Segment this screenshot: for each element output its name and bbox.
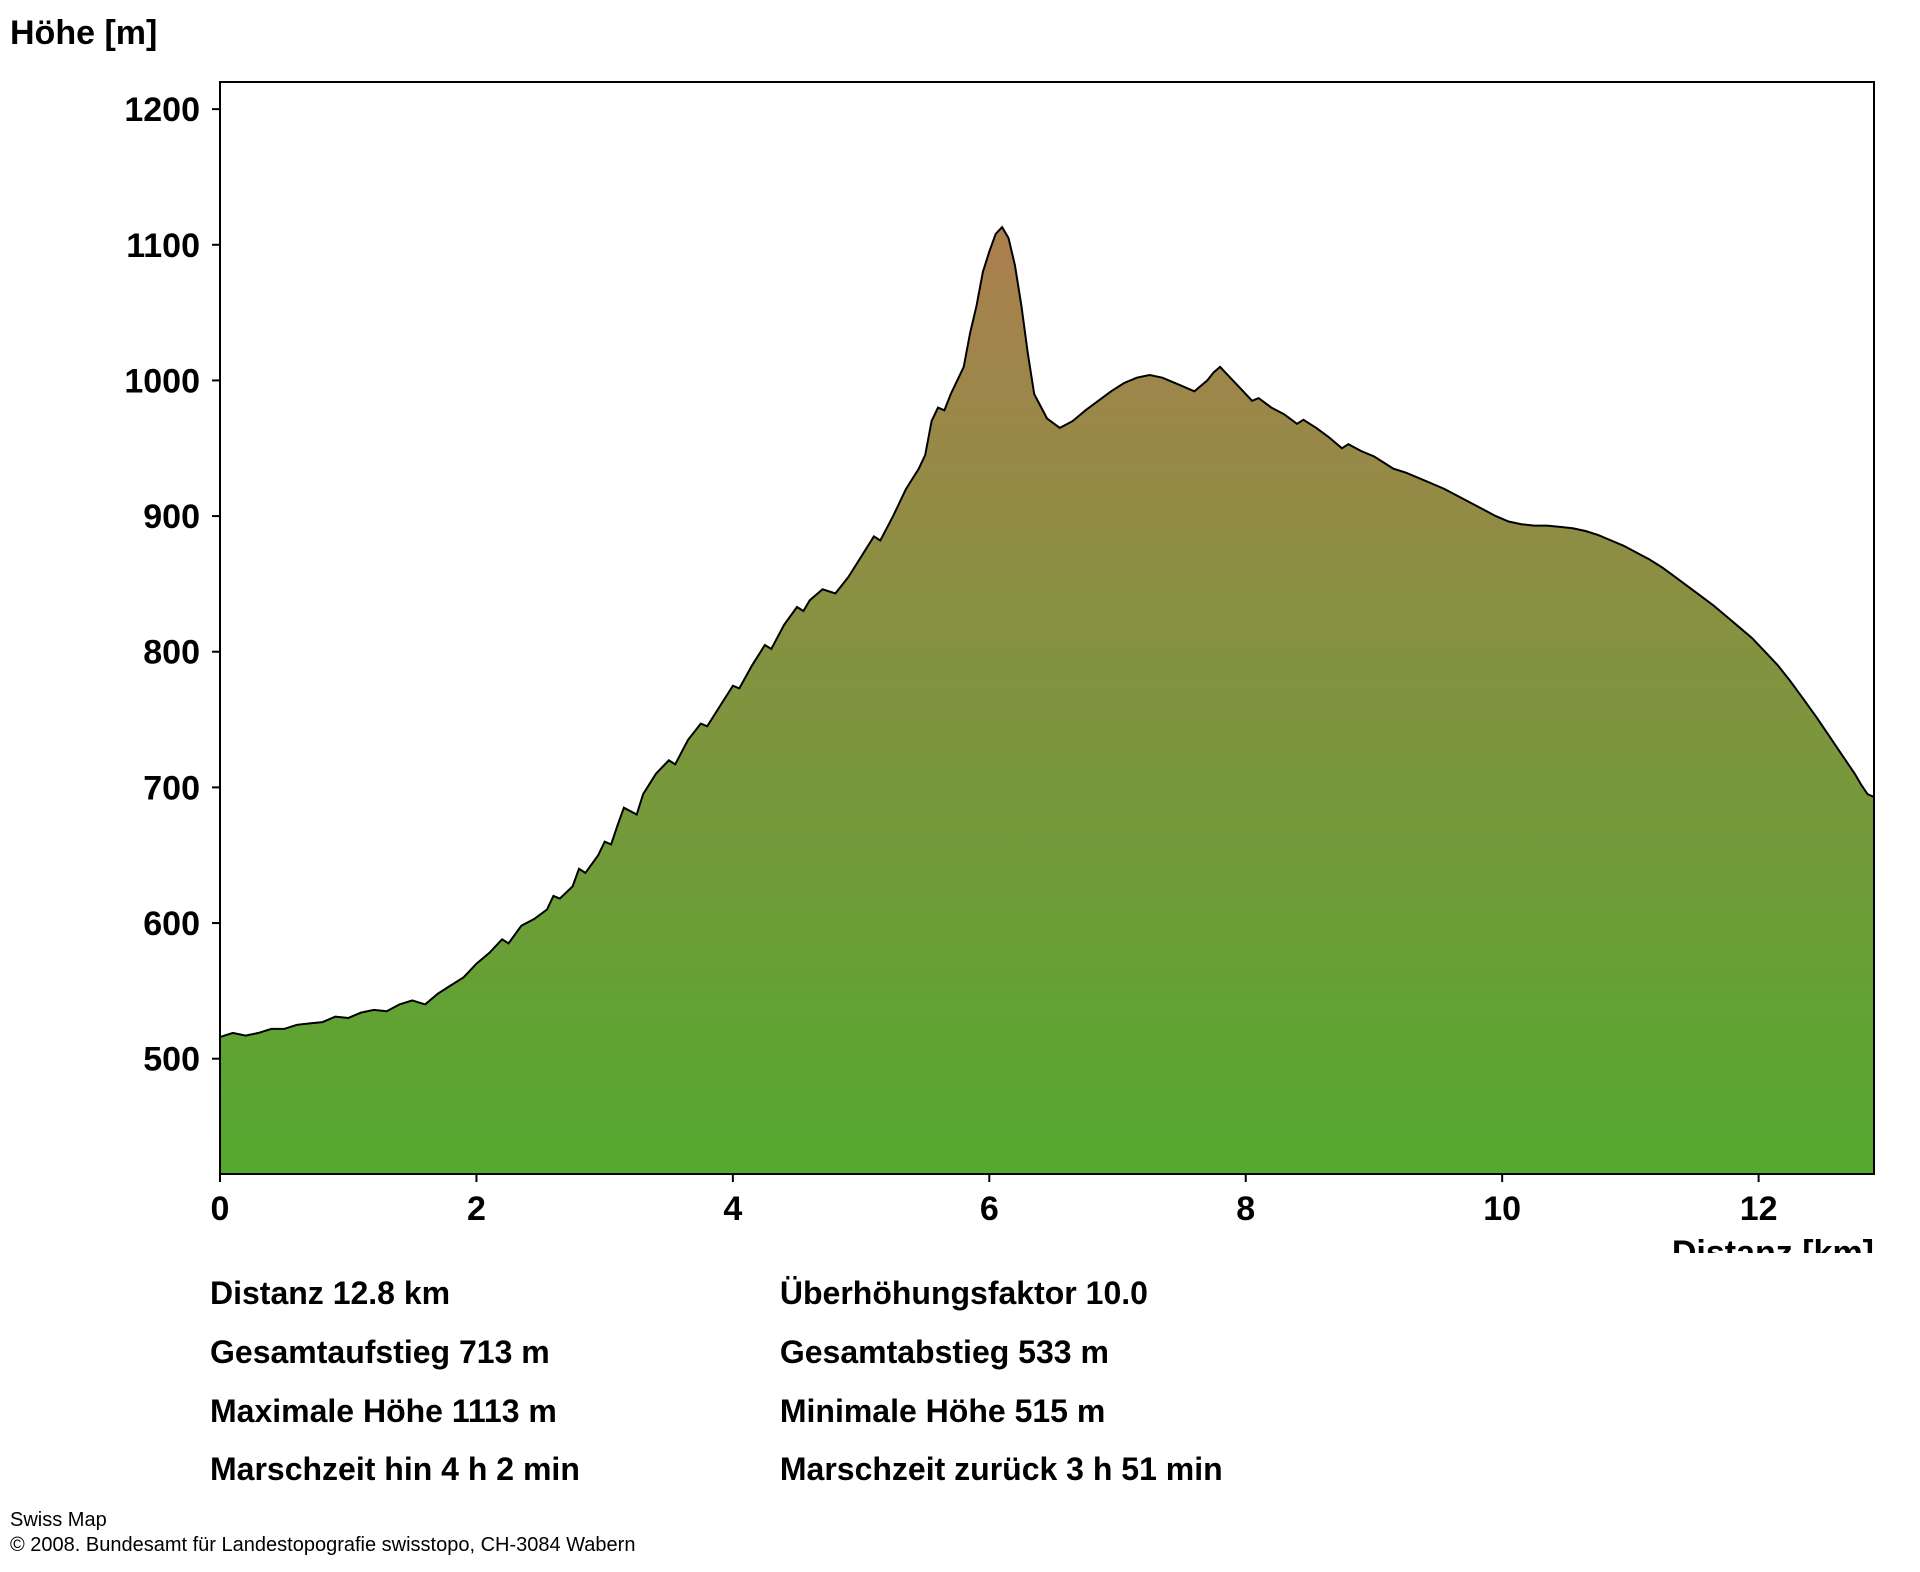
stat-row: Distanz 12.8 kmÜberhöhungsfaktor 10.0 [210, 1267, 1283, 1326]
statistics-block: Distanz 12.8 kmÜberhöhungsfaktor 10.0Ges… [210, 1267, 1283, 1502]
svg-text:1200: 1200 [124, 91, 200, 129]
stat-row: Maximale Höhe 1113 mMinimale Höhe 515 m [210, 1385, 1283, 1444]
chart-svg: 500 600 700 800 900 1000 1100 1200 0 2 4 6 8 10 12 Dist… [10, 68, 1900, 1253]
svg-text:800: 800 [143, 634, 200, 672]
stat-left: Distanz 12.8 km [210, 1267, 640, 1326]
stat-right: Marschzeit zurück 3 h 51 min [640, 1443, 1283, 1502]
stat-right: Minimale Höhe 515 m [640, 1385, 1283, 1444]
footer-line2: © 2008. Bundesamt für Landestopografie s… [10, 1533, 635, 1558]
stat-right: Gesamtabstieg 533 m [640, 1326, 1283, 1385]
stat-left: Marschzeit hin 4 h 2 min [210, 1443, 640, 1502]
statistics-table: Distanz 12.8 kmÜberhöhungsfaktor 10.0Ges… [210, 1267, 1283, 1502]
svg-text:1000: 1000 [124, 362, 200, 400]
page: Höhe [m] 500 600 700 800 900 1000 1100 1200 0 2 4 6… [0, 0, 1920, 1572]
svg-text:4: 4 [723, 1190, 742, 1228]
svg-text:Distanz [km]: Distanz [km] [1672, 1234, 1874, 1253]
svg-text:500: 500 [143, 1041, 200, 1079]
svg-text:1100: 1100 [126, 227, 200, 265]
svg-text:700: 700 [143, 769, 200, 807]
svg-text:8: 8 [1236, 1190, 1255, 1228]
svg-text:6: 6 [980, 1190, 999, 1228]
svg-text:2: 2 [467, 1190, 486, 1228]
footer: Swiss Map © 2008. Bundesamt für Landesto… [10, 1508, 635, 1558]
footer-line1: Swiss Map [10, 1508, 635, 1533]
svg-text:600: 600 [143, 905, 200, 943]
y-axis-title: Höhe [m] [10, 14, 157, 53]
svg-text:10: 10 [1483, 1190, 1521, 1228]
stat-left: Maximale Höhe 1113 m [210, 1385, 640, 1444]
svg-text:0: 0 [211, 1190, 230, 1228]
svg-text:12: 12 [1740, 1190, 1778, 1228]
stat-row: Marschzeit hin 4 h 2 minMarschzeit zurüc… [210, 1443, 1283, 1502]
stat-row: Gesamtaufstieg 713 mGesamtabstieg 533 m [210, 1326, 1283, 1385]
elevation-chart: 500 600 700 800 900 1000 1100 1200 0 2 4 6 8 10 12 Dist… [10, 68, 1900, 1258]
svg-text:900: 900 [143, 498, 200, 536]
stat-left: Gesamtaufstieg 713 m [210, 1326, 640, 1385]
stat-right: Überhöhungsfaktor 10.0 [640, 1267, 1283, 1326]
